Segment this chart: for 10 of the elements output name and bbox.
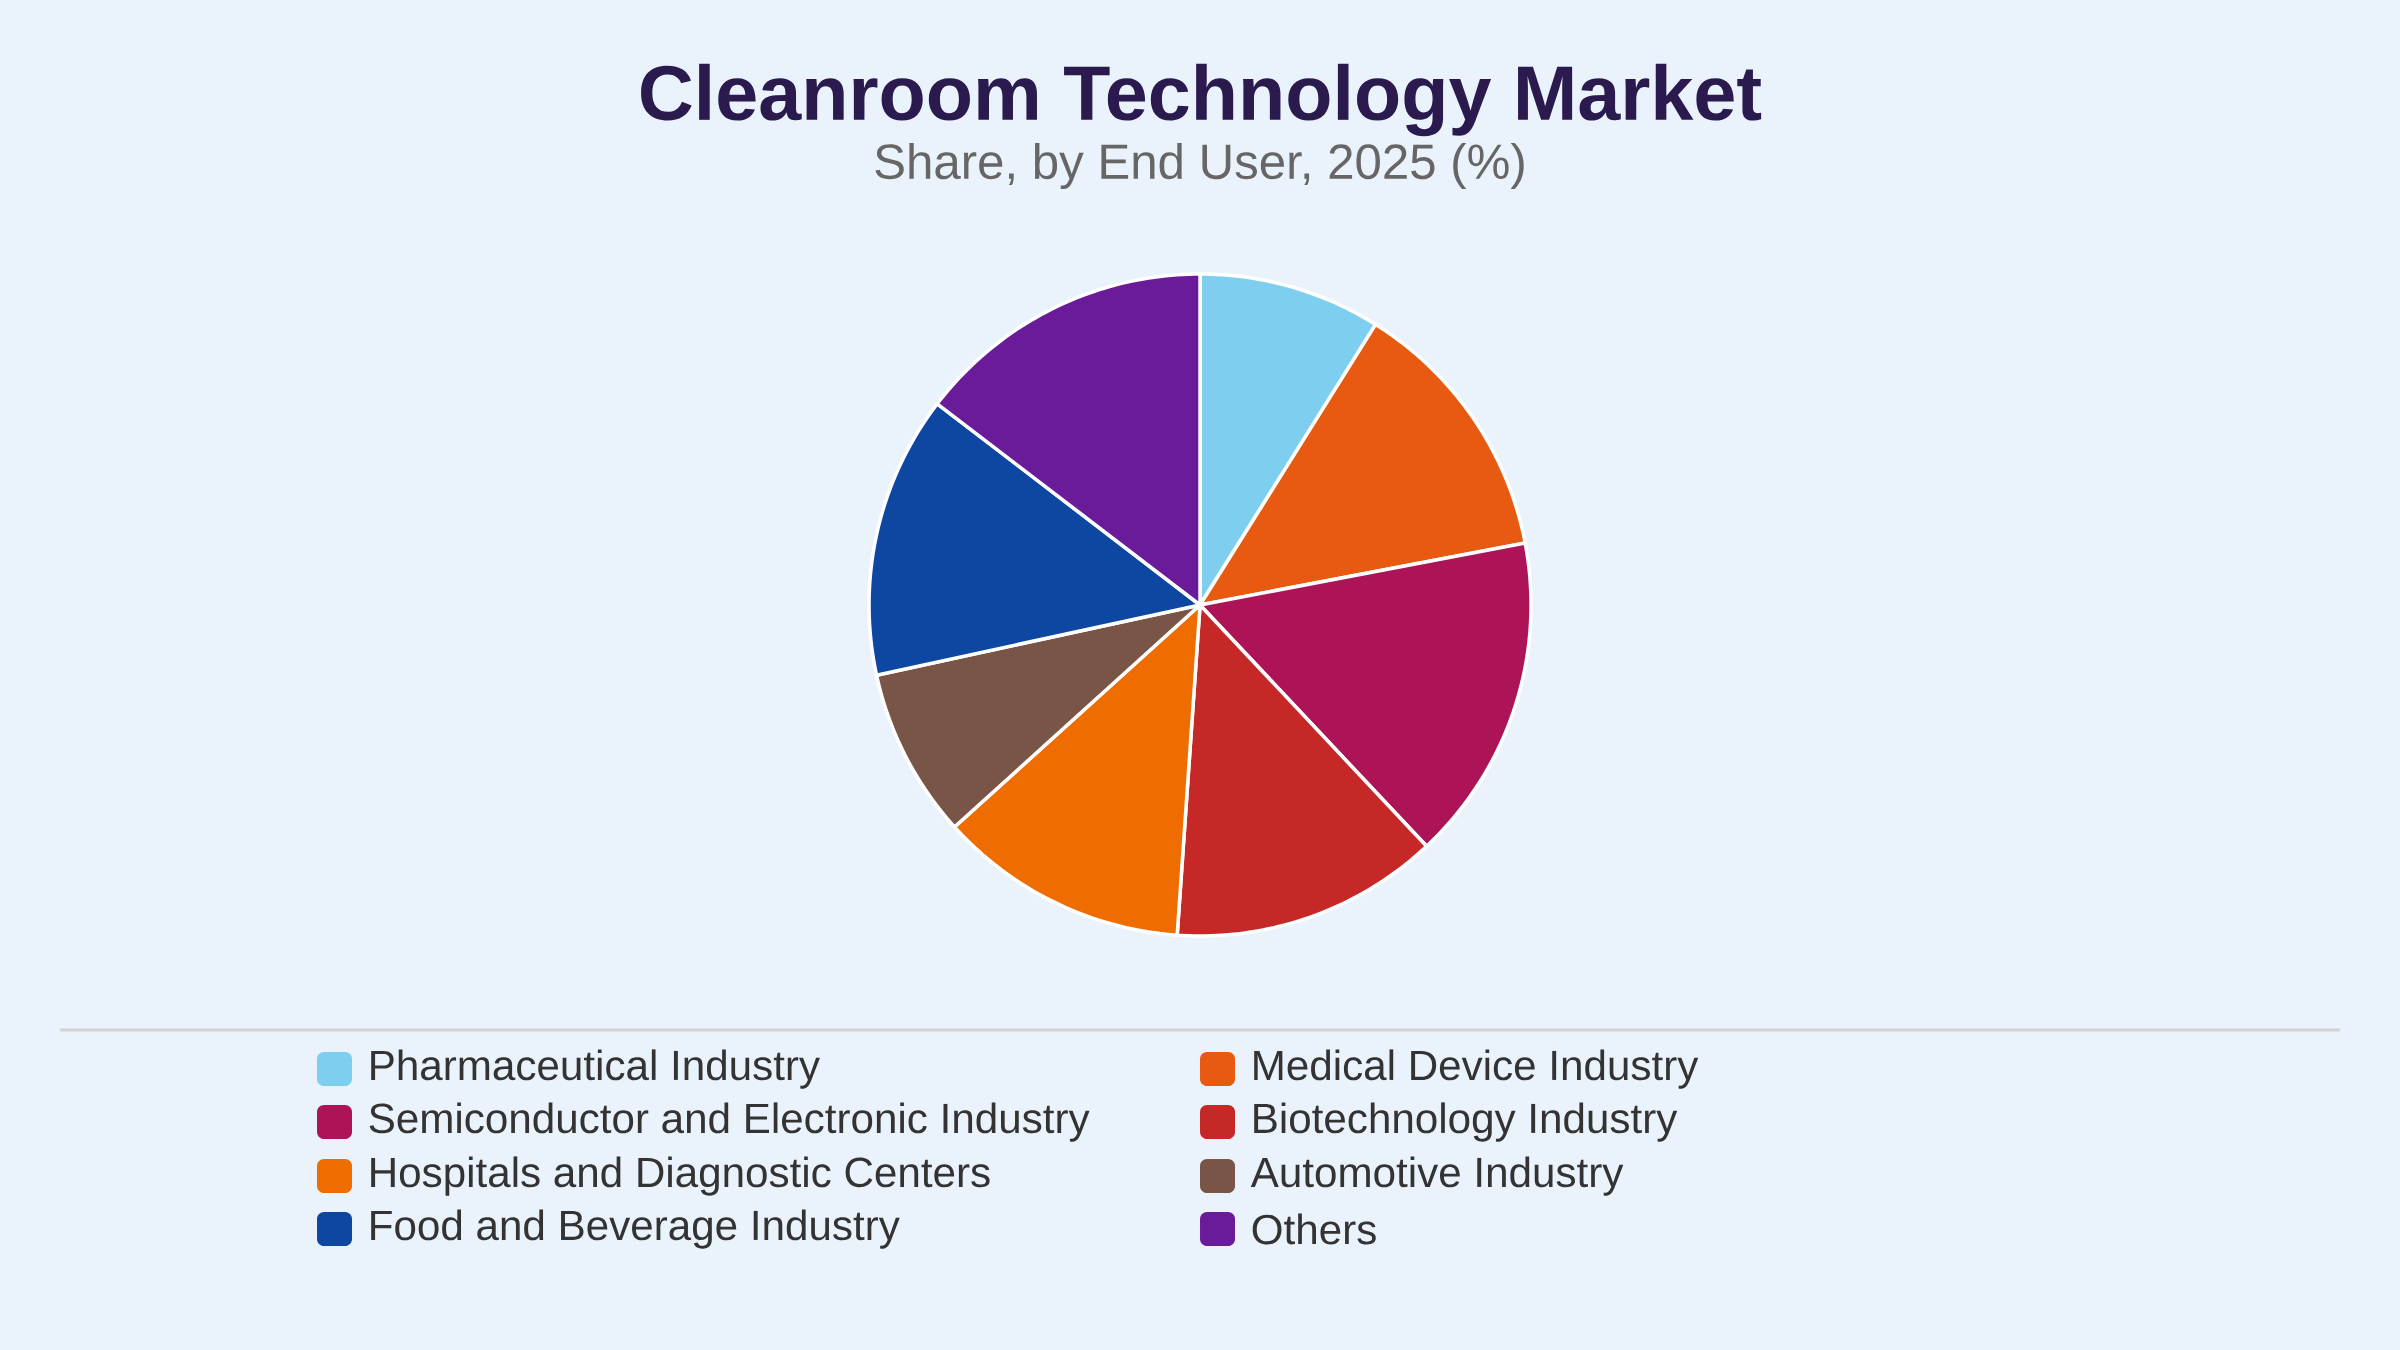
- legend-label: Semiconductor and Electronic Industry: [369, 1102, 1090, 1142]
- legend-label: Pharmaceutical Industry: [371, 1049, 820, 1089]
- legend-label: Biotechnology Industry: [1254, 1102, 1678, 1142]
- chart-subtitle: Share, by End User, 2025 (%): [875, 143, 1524, 189]
- legend-label: Food and Beverage Industry: [371, 1209, 900, 1249]
- legend-label: Hospitals and Diagnostic Centers: [371, 1156, 990, 1196]
- chart-title: Cleanroom Technology Market: [641, 63, 1762, 137]
- legend-label: Others: [1252, 1213, 1376, 1245]
- legend-label: Automotive Industry: [1250, 1156, 1624, 1196]
- legend-label: Medical Device Industry: [1254, 1049, 1699, 1089]
